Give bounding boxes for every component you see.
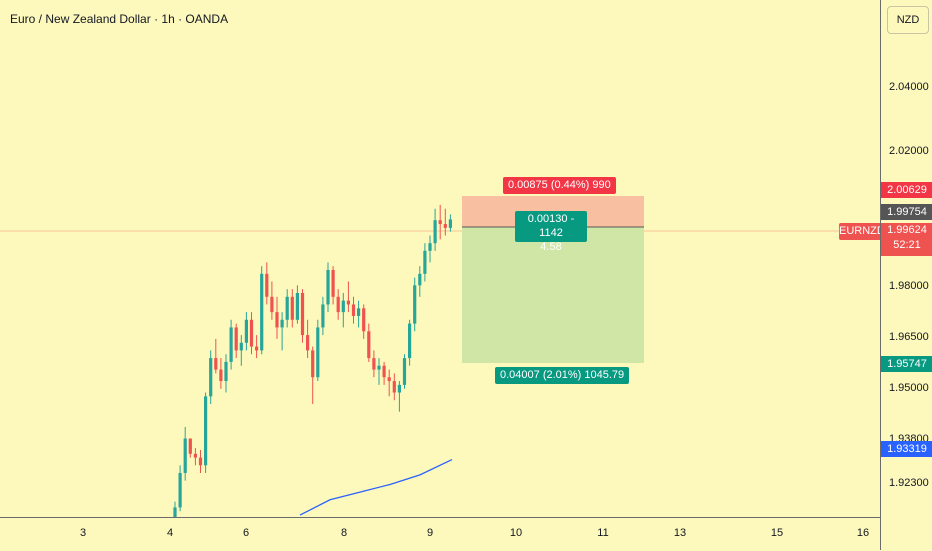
candle-body [260, 273, 264, 351]
time-tick: 3 [79, 527, 87, 539]
candle-body [382, 365, 386, 378]
candle-body [270, 296, 274, 313]
stop-price-badge: 2.00629 [881, 182, 932, 198]
price-tick: 1.95000 [889, 382, 929, 394]
candle-body [336, 296, 340, 313]
time-tick: 6 [242, 527, 250, 539]
candle-body [285, 296, 289, 320]
candle-body [326, 269, 330, 305]
candle-body [438, 220, 442, 225]
candle-body [280, 319, 284, 328]
candle-body [249, 319, 254, 347]
candle-body [397, 384, 401, 393]
price-tick: 1.98000 [889, 280, 929, 292]
candle-body [408, 323, 412, 359]
candle-body [183, 438, 187, 473]
time-tick: 4 [166, 527, 174, 539]
entry-price-badge: 1.99754 [881, 204, 932, 220]
candles [173, 204, 452, 517]
time-tick: 15 [770, 527, 784, 539]
candle-body [306, 335, 310, 351]
position-center-line2: 4.58 [540, 241, 562, 253]
time-tick: 11 [597, 527, 609, 539]
candle-body [295, 292, 299, 320]
candle-body [188, 438, 192, 454]
candle-body [275, 312, 279, 328]
candle-body [433, 220, 437, 244]
take-profit-label: 0.04007 (2.01%) 1045.79 [495, 367, 630, 384]
currency-button[interactable]: NZD [887, 6, 929, 34]
current-price-badge: 1.99624 52:21 [881, 223, 932, 256]
candle-body [265, 273, 269, 297]
candle-body [193, 453, 197, 458]
price-axis[interactable]: NZD 2.04000 2.02000 1.98000 1.96500 1.95… [880, 0, 932, 550]
candle-body [418, 273, 422, 286]
price-tick: 1.92300 [889, 477, 929, 489]
symbol-tag: EURNZD [839, 223, 885, 240]
position-center-line1: 0.00130 - 1142 [527, 213, 575, 239]
candle-body [229, 327, 233, 362]
candle-body [443, 224, 447, 228]
candle-body [198, 457, 203, 466]
candle-body [428, 243, 432, 251]
candle-body [423, 250, 427, 274]
candle-body [387, 377, 391, 382]
candle-body [224, 361, 228, 382]
candle-body [244, 319, 248, 343]
candle-body [290, 296, 294, 320]
price-tick: 2.02000 [889, 145, 929, 157]
candle-body [321, 304, 325, 328]
candle-body [372, 358, 376, 370]
candle-body [300, 292, 305, 336]
candle-body [351, 304, 356, 316]
candle-body [204, 396, 208, 466]
stop-loss-label: 0.00875 (0.44%) 990 [503, 177, 616, 194]
candle-body [219, 369, 223, 382]
candle-body [255, 346, 259, 351]
chart-title: Euro / New Zealand Dollar · 1h · OANDA [10, 12, 229, 26]
candle-body [362, 308, 366, 332]
price-tick: 2.04000 [889, 81, 929, 93]
candle-body [316, 327, 320, 378]
candle-body [367, 331, 371, 359]
candle-body [311, 350, 315, 378]
candle-body [234, 327, 238, 351]
candle-body [214, 358, 218, 370]
time-tick: 13 [673, 527, 687, 539]
time-tick: 8 [340, 527, 348, 539]
candle-countdown: 52:21 [893, 239, 921, 251]
candle-body [173, 507, 177, 517]
candle-body [392, 381, 396, 393]
time-tick: 16 [856, 527, 870, 539]
candle-body [209, 358, 213, 397]
moving-average-line [299, 458, 453, 516]
candle-body [402, 358, 407, 385]
position-center-label: 0.00130 - 1142 4.58 [515, 211, 587, 253]
candle-body [357, 308, 361, 316]
ma-price-badge: 1.93319 [881, 441, 932, 457]
chart-plot[interactable] [0, 0, 880, 517]
candle-body [331, 269, 335, 297]
candle-body [178, 472, 182, 508]
time-axis[interactable]: 3 4 6 8 9 10 11 13 15 16 [0, 517, 880, 551]
candle-body [239, 342, 243, 351]
time-tick: 10 [509, 527, 523, 539]
candle-body [413, 285, 417, 324]
time-tick: 9 [426, 527, 434, 539]
candle-body [448, 219, 452, 228]
chart-area[interactable]: Euro / New Zealand Dollar · 1h · OANDA 0… [0, 0, 885, 517]
candle-body [346, 300, 350, 305]
current-price-value: 1.99624 [887, 224, 927, 236]
take-profit-zone[interactable] [462, 227, 644, 363]
candle-body [377, 365, 381, 370]
price-tick: 1.96500 [889, 331, 929, 343]
candle-body [341, 300, 345, 313]
target-price-badge: 1.95747 [881, 356, 932, 372]
